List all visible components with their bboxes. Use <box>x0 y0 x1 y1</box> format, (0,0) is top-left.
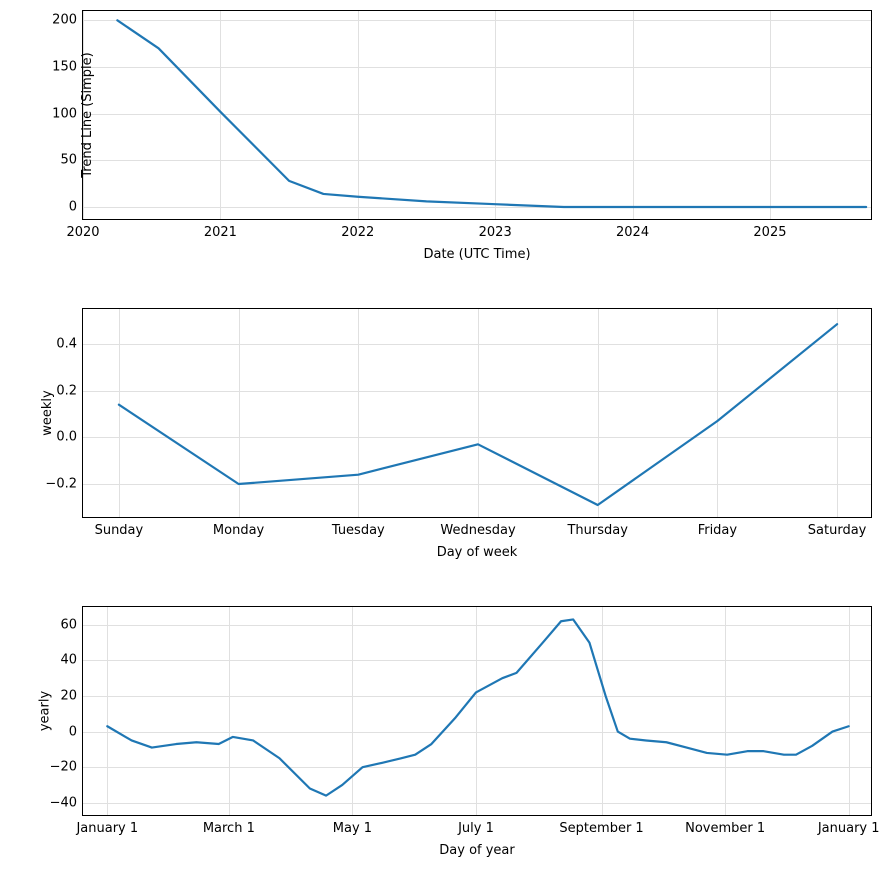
ytick-label: 100 <box>52 106 83 121</box>
xtick-label: Thursday <box>567 517 627 538</box>
xtick-label: May 1 <box>333 815 372 836</box>
xtick-label: Friday <box>698 517 737 538</box>
weekly-xlabel: Day of week <box>437 517 518 560</box>
yearly-line <box>83 607 871 815</box>
ytick-label: 200 <box>52 13 83 28</box>
xtick-label: 2022 <box>341 219 374 240</box>
xtick-label: Monday <box>213 517 264 538</box>
ytick-label: 40 <box>60 653 83 668</box>
ytick-label: 60 <box>60 617 83 632</box>
figure: 050100150200202020212022202320242025Tren… <box>0 0 886 890</box>
xtick-label: 2024 <box>616 219 649 240</box>
ytick-label: −0.2 <box>45 477 83 492</box>
xtick-label: November 1 <box>685 815 765 836</box>
weekly-line <box>83 309 871 517</box>
xtick-label: 2025 <box>753 219 786 240</box>
xtick-label: Sunday <box>95 517 144 538</box>
xtick-label: March 1 <box>203 815 255 836</box>
yearly-plot: −40−200204060January 1March 1May 1July 1… <box>82 606 872 816</box>
ytick-label: −20 <box>50 760 83 775</box>
xtick-label: Saturday <box>808 517 867 538</box>
ytick-label: 0.0 <box>56 430 83 445</box>
ytick-label: 0.4 <box>56 337 83 352</box>
ytick-label: 150 <box>52 60 83 75</box>
xtick-label: 2020 <box>66 219 99 240</box>
xtick-label: Tuesday <box>332 517 385 538</box>
ytick-label: 0 <box>69 200 83 215</box>
xtick-label: January 1 <box>818 815 880 836</box>
trend-plot: 050100150200202020212022202320242025Tren… <box>82 10 872 220</box>
yearly-ylabel: yearly <box>38 691 53 731</box>
trend-xlabel: Date (UTC Time) <box>423 219 530 262</box>
ytick-label: −40 <box>50 795 83 810</box>
weekly-ylabel: weekly <box>40 390 55 435</box>
weekly-plot: −0.20.00.20.4SundayMondayTuesdayWednesda… <box>82 308 872 518</box>
trend-line <box>83 11 871 219</box>
xtick-label: September 1 <box>559 815 643 836</box>
ytick-label: 0.2 <box>56 383 83 398</box>
xtick-label: January 1 <box>76 815 138 836</box>
ytick-label: 0 <box>69 724 83 739</box>
ytick-label: 20 <box>60 688 83 703</box>
yearly-xlabel: Day of year <box>439 815 514 858</box>
xtick-label: 2021 <box>204 219 237 240</box>
